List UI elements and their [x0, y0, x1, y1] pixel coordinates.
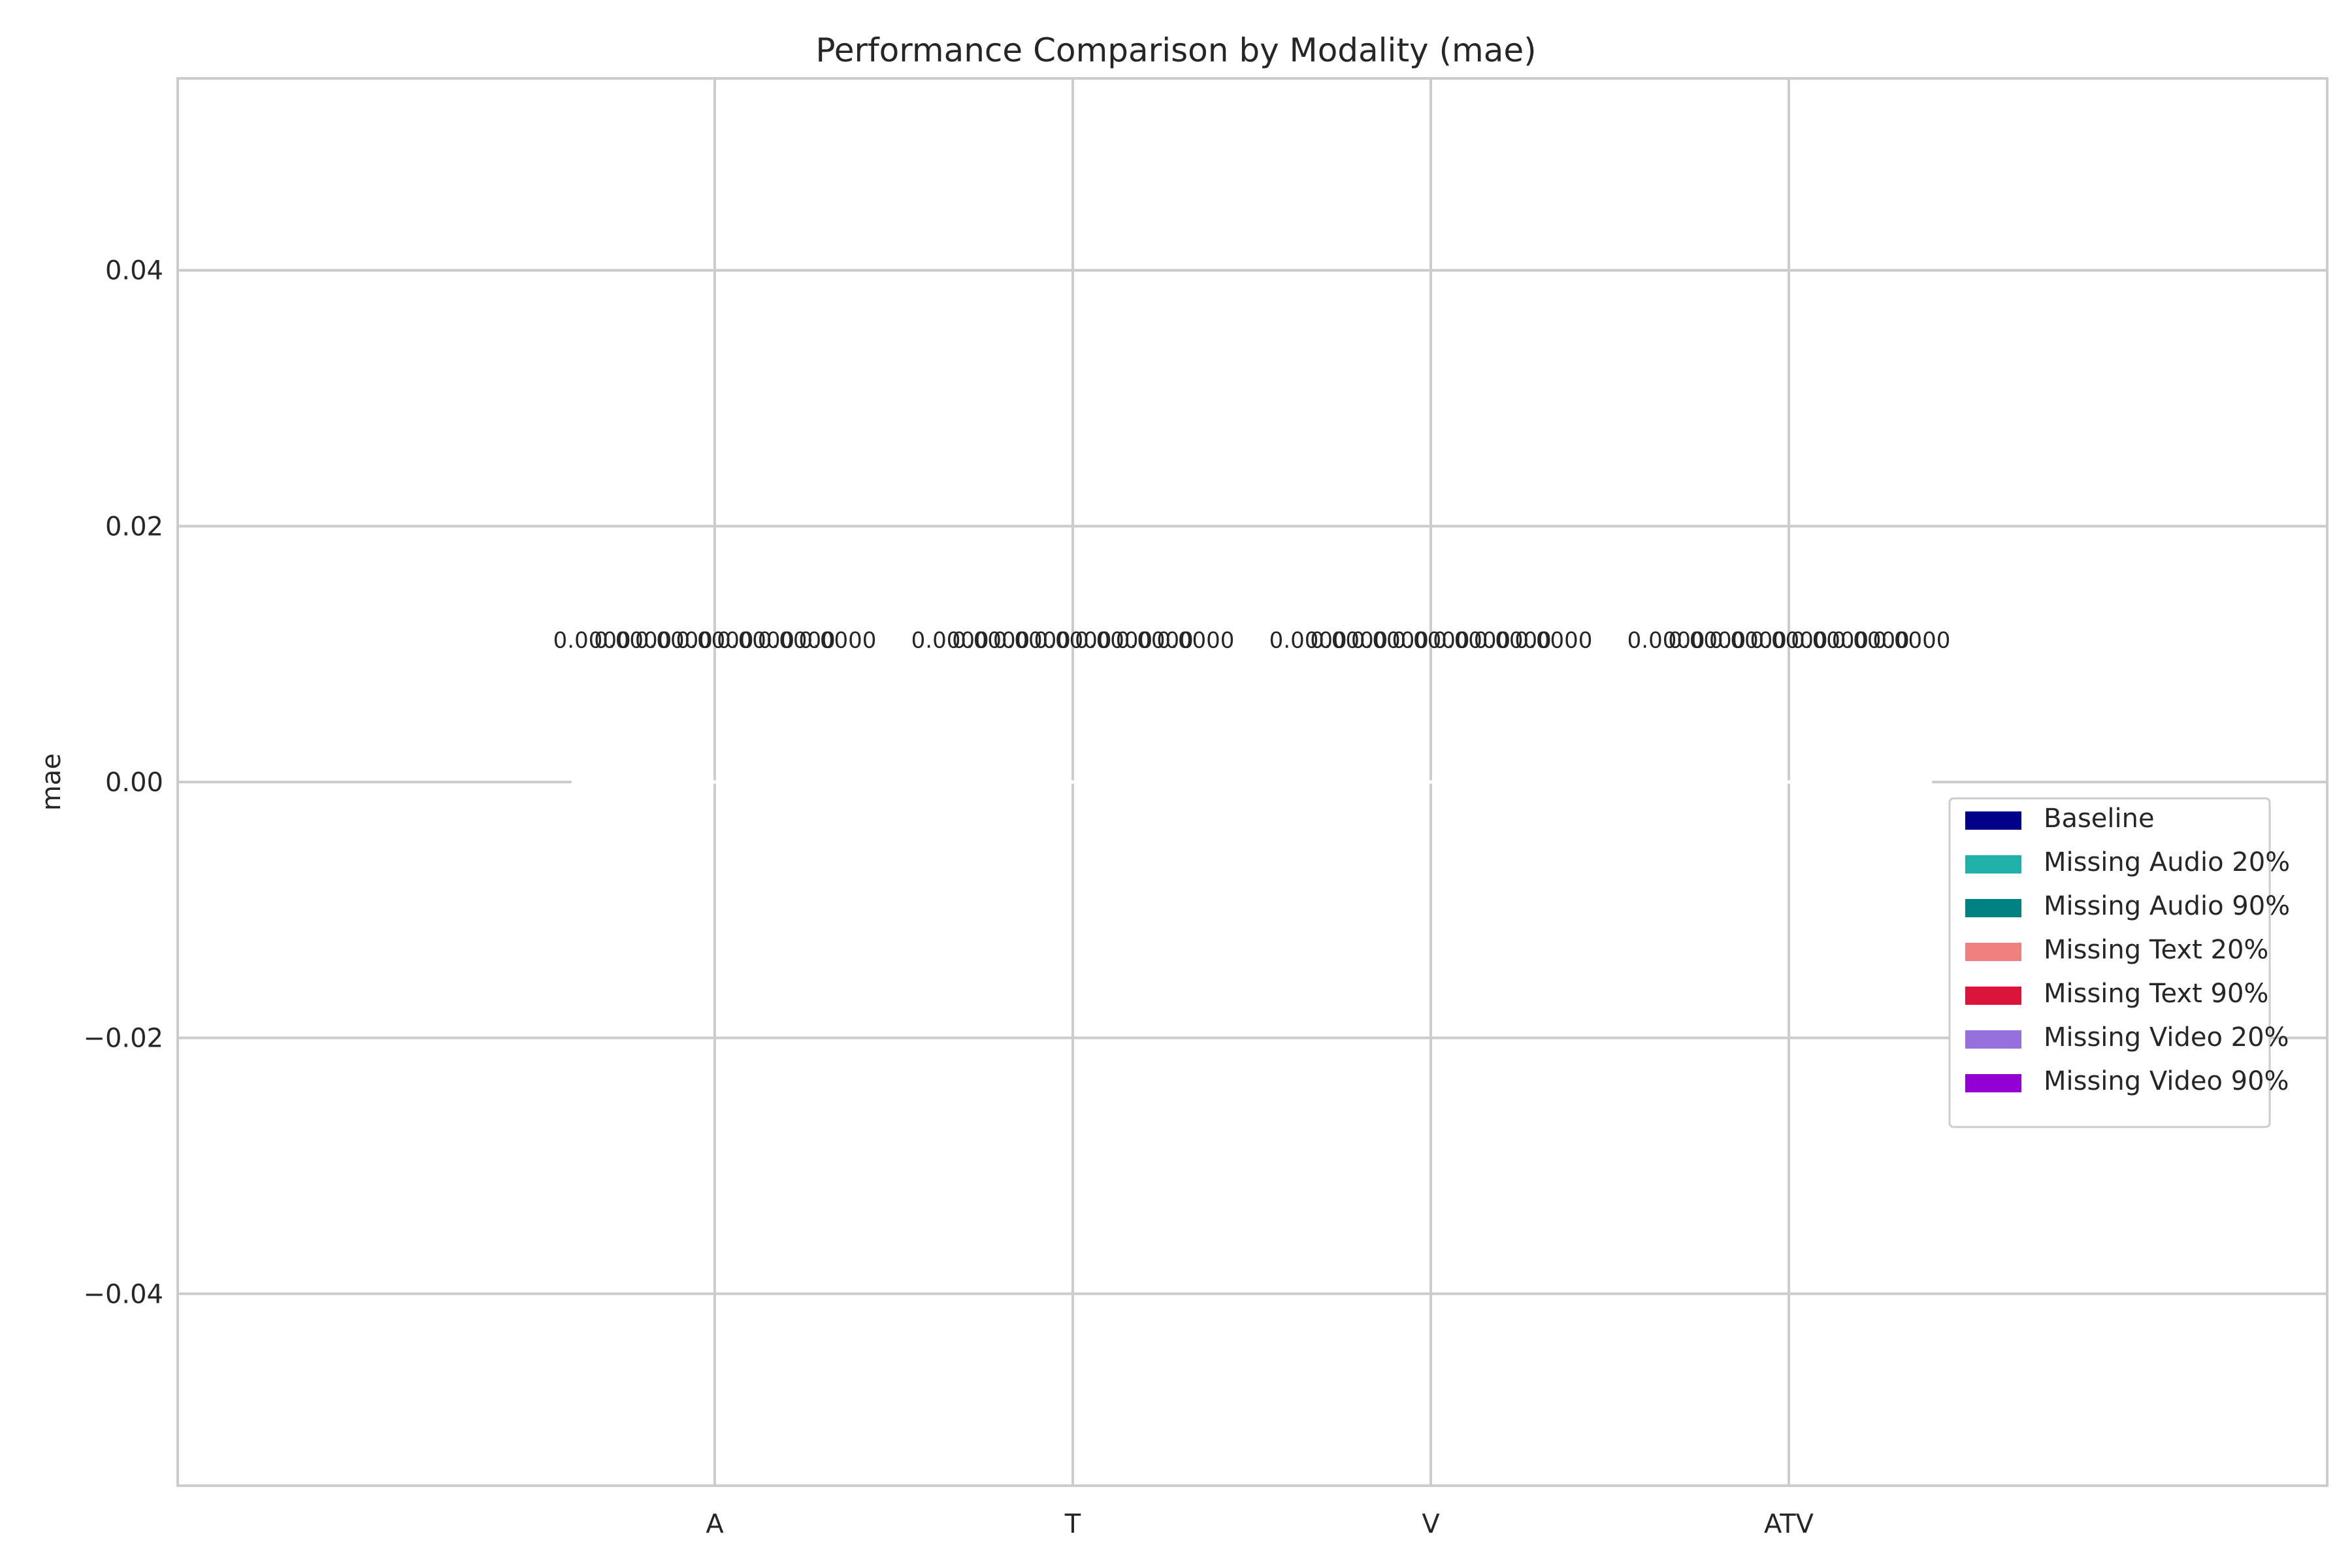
x-tick-label: ATV [1764, 1509, 1814, 1539]
bar-value-label: 0.0000 [1872, 627, 1950, 653]
legend-entry: Missing Audio 20% [2044, 847, 2290, 877]
legend-entry: Missing Text 90% [2044, 979, 2268, 1009]
x-tick-label: T [1064, 1509, 1081, 1539]
bar-value-label: 0.0000 [758, 627, 836, 653]
legend-entry: Missing Video 90% [2044, 1066, 2289, 1096]
legend-swatch [1965, 1074, 2021, 1092]
bar-value-label: 0.0000 [798, 627, 876, 653]
legend-swatch [1965, 899, 2021, 917]
bar-value-label: 0.0000 [1474, 627, 1552, 653]
bar-value-label: 0.0000 [1668, 627, 1746, 653]
y-tick-label: −0.04 [83, 1279, 163, 1309]
bar-value-label: 0.0000 [1156, 627, 1234, 653]
plot-frame [176, 77, 2328, 1487]
x-ticks: A T V ATV [706, 1509, 1814, 1539]
bar-value-label: 0.0000 [1750, 627, 1828, 653]
bar-value-label: 0.0000 [1433, 627, 1511, 653]
bar-value-label: 0.0000 [1709, 627, 1787, 653]
legend-entry: Missing Text 20% [2044, 935, 2268, 965]
bar-value-label: 0.0000 [1514, 627, 1592, 653]
bar-value-label: 0.0000 [635, 627, 713, 653]
y-ticks: −0.04 −0.02 0.00 0.02 0.04 [83, 256, 163, 1310]
bar-value-label: 0.0000 [993, 627, 1071, 653]
legend-entry: Missing Video 20% [2044, 1022, 2289, 1053]
legend-entry: Missing Audio 90% [2044, 891, 2290, 921]
bar-value-label: 0.0000 [594, 627, 672, 653]
legend-swatch [1965, 1030, 2021, 1049]
x-tick-label: A [706, 1509, 724, 1539]
legend-entry: Baseline [2044, 804, 2155, 834]
legend-frame [1948, 797, 2271, 1128]
x-tick-label: V [1422, 1509, 1440, 1539]
bar-value-label: 0.0000 [676, 627, 754, 653]
legend-swatch [1965, 811, 2021, 830]
bar-value-label: 0.0000 [952, 627, 1030, 653]
bar-value-label: 0.0000 [1310, 627, 1388, 653]
bar-value-label: 0.0000 [1075, 627, 1152, 653]
bar-value-label: 0.0000 [553, 627, 631, 653]
bar-value-label: 0.0000 [911, 627, 989, 653]
bar-value-label: 0.0000 [1034, 627, 1112, 653]
bar-value-label: 0.0000 [1269, 627, 1347, 653]
bar-value-label: 0.0000 [1627, 627, 1705, 653]
chart-title: Performance Comparison by Modality (mae) [815, 31, 1536, 69]
bar-value-label: 0.0000 [1392, 627, 1470, 653]
legend: Baseline Missing Audio 20% Missing Audio 9… [1948, 797, 2290, 1128]
bar-value-label: 0.0000 [1791, 627, 1869, 653]
bar-value-label: 0.0000 [1351, 627, 1429, 653]
y-tick-label: 0.04 [105, 256, 163, 286]
y-tick-label: 0.00 [105, 768, 163, 798]
bar-value-label: 0.0000 [1116, 627, 1194, 653]
y-tick-label: 0.02 [105, 512, 163, 542]
legend-swatch [1965, 855, 2021, 874]
bar-value-label: 0.0000 [1832, 627, 1910, 653]
legend-swatch [1965, 987, 2021, 1005]
y-tick-label: −0.02 [83, 1024, 163, 1054]
bar-value-label: 0.0000 [717, 627, 794, 653]
legend-swatch [1965, 943, 2021, 961]
y-axis-label: mae [37, 753, 67, 811]
